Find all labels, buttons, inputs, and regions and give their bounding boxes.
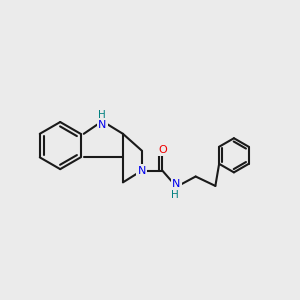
Text: N: N [172,179,181,189]
Text: N: N [98,120,106,130]
Text: H: H [98,110,106,120]
Text: O: O [158,145,167,155]
Text: H: H [171,190,179,200]
Text: N: N [138,166,146,176]
